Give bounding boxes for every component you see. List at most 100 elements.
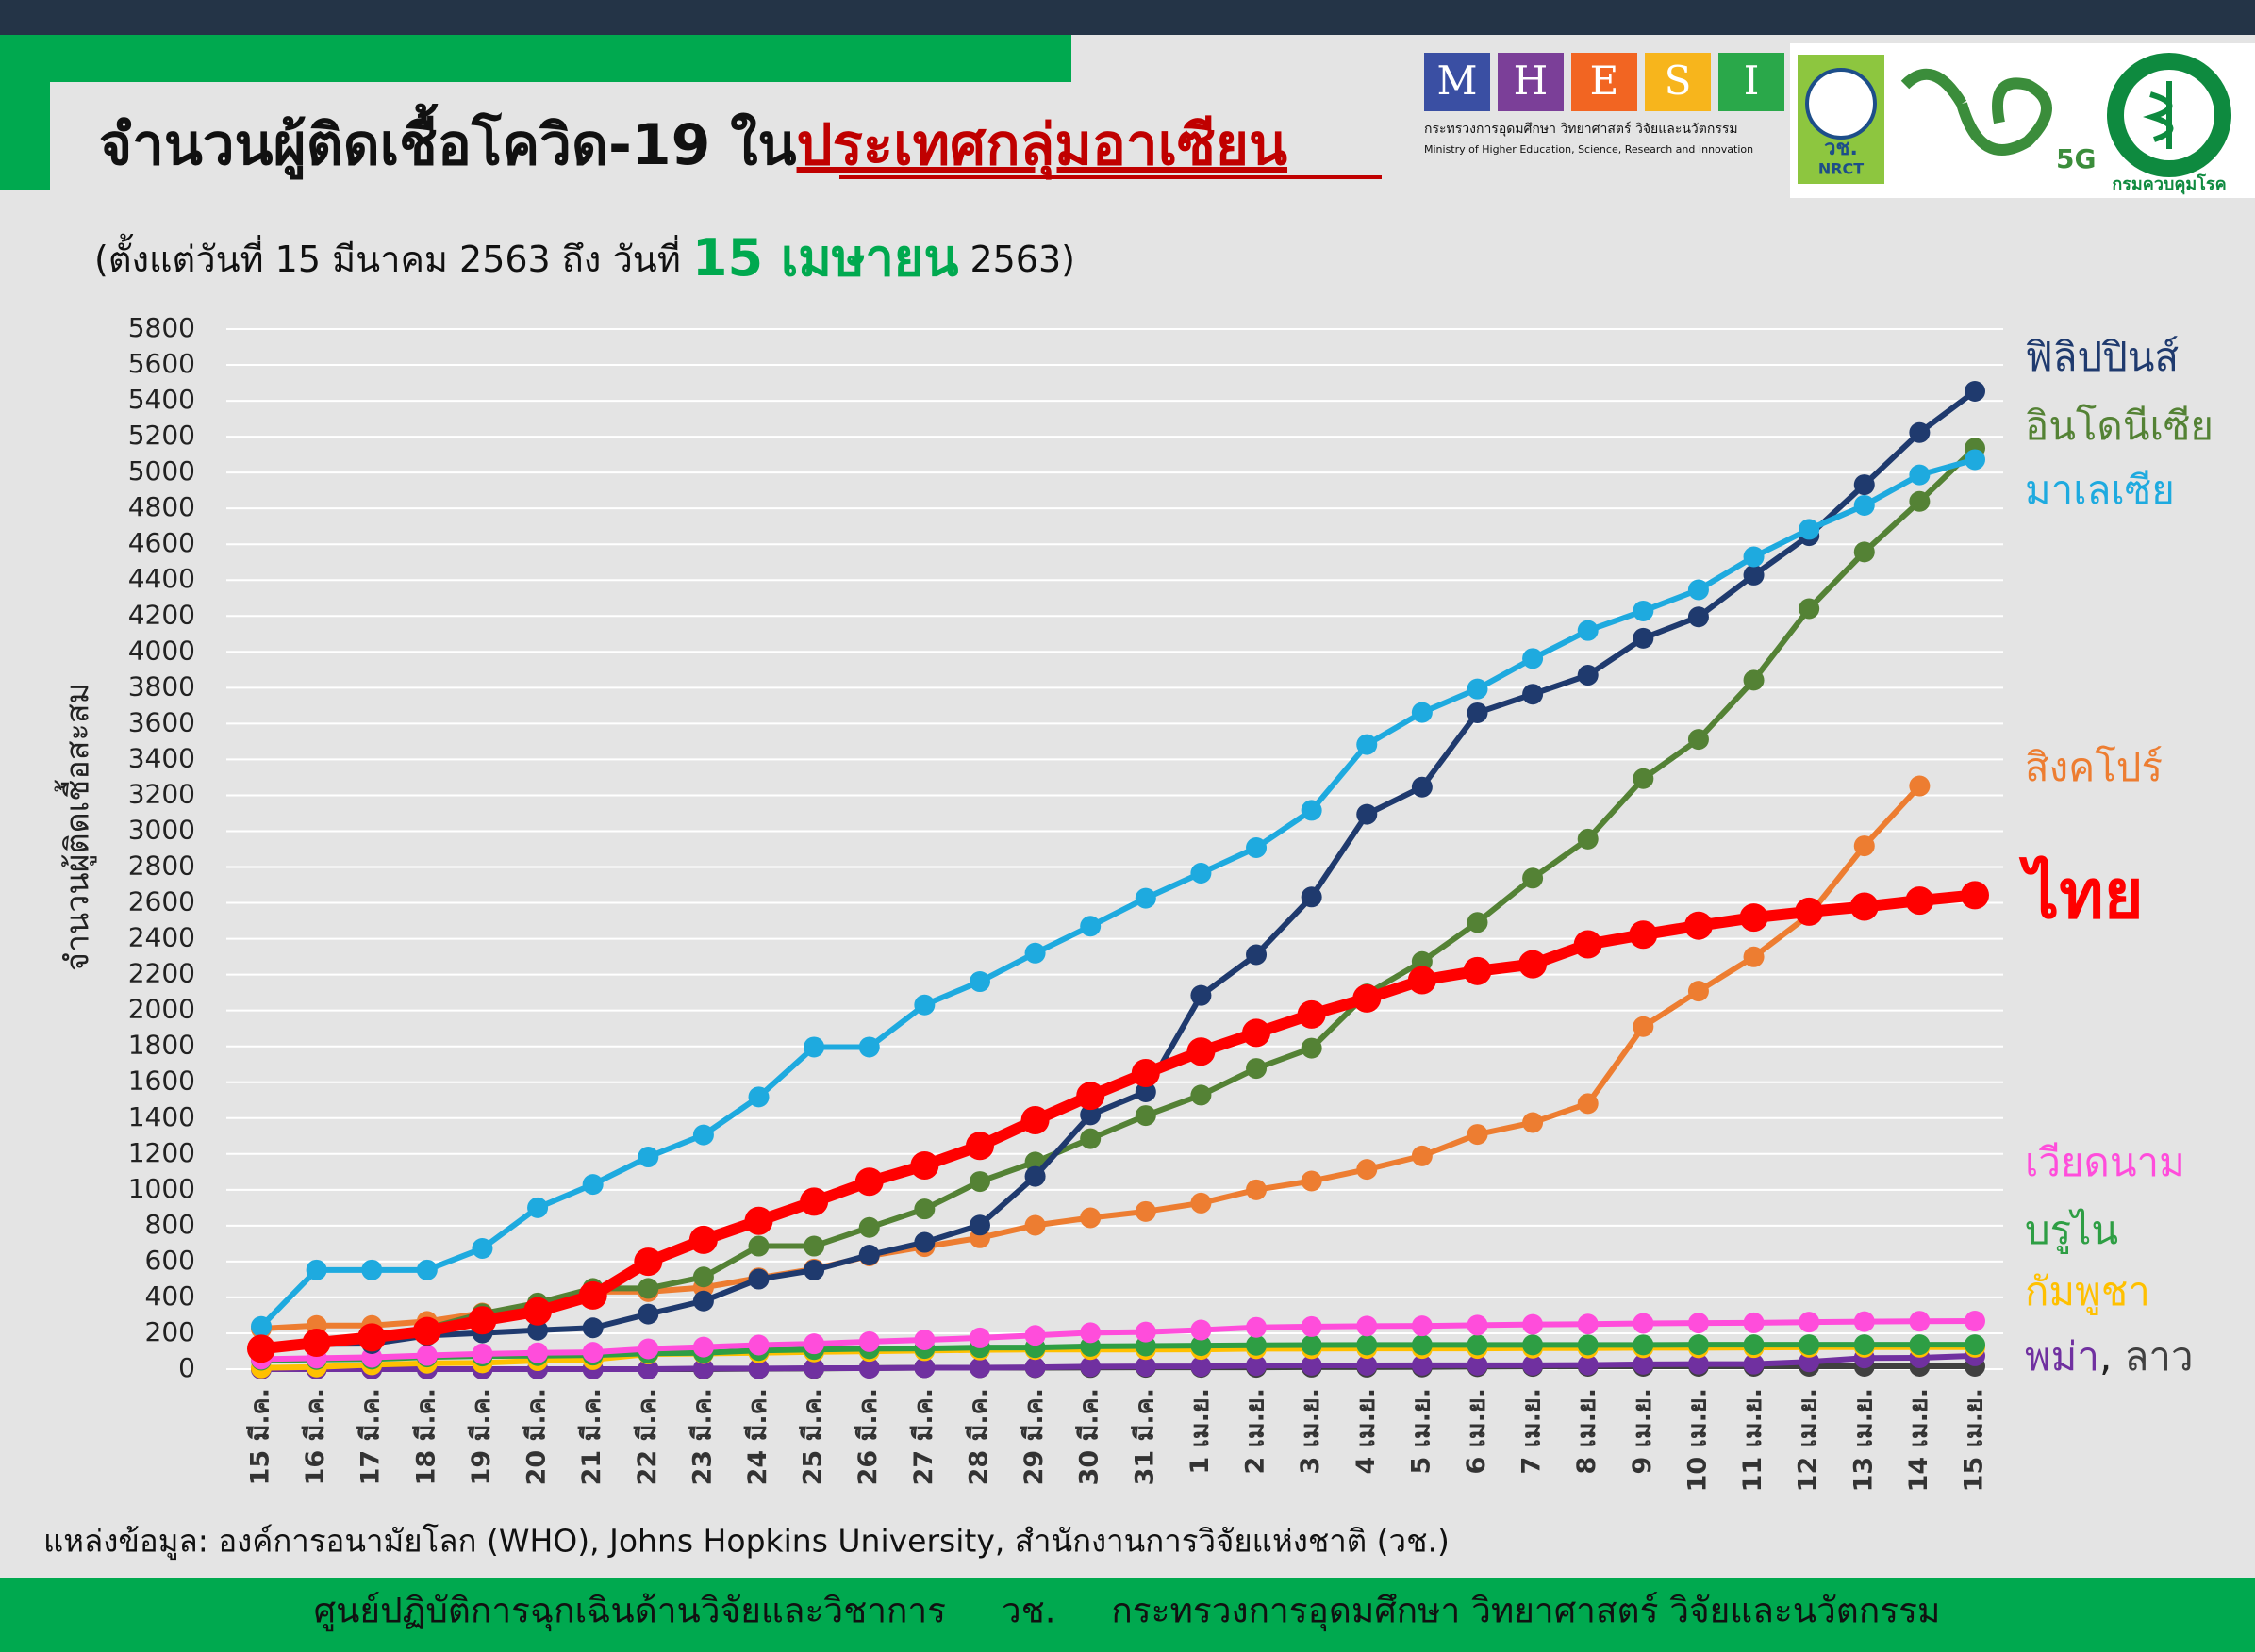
data-point [1687,1313,1709,1334]
data-point [1965,449,1985,471]
y-tick-label: 0 [178,1352,195,1383]
data-point [1467,678,1488,700]
data-point [1522,648,1544,669]
x-tick-label: 8 เม.ย. [1572,1388,1601,1475]
data-point [1356,803,1378,825]
data-point [1411,776,1433,798]
y-tick-label: 4600 [128,527,195,558]
data-point [468,1306,497,1335]
legend-label: ฟิลิปปินส์ [2025,334,2179,380]
legend-name: พม่า [2025,1333,2099,1379]
logo-box [1571,53,1637,111]
footer: ศูนย์ปฏิบัติการฉุกเฉินด้านวิจัยและวิชากา… [314,1591,1941,1632]
data-point [1909,1334,1931,1356]
data-point [1467,1354,1488,1376]
legend-name: ไทย [2018,854,2144,933]
nrct-en: NRCT [1818,160,1864,178]
y-tick-label: 400 [145,1280,195,1312]
legend-label: บรูไน [2025,1207,2118,1254]
y-tick-label: 1200 [128,1137,195,1168]
x-tick-label: 18 มี.ค. [411,1388,440,1485]
data-point [858,1245,880,1266]
data-point [804,1235,825,1257]
x-tick-label: 15 มี.ค. [246,1388,275,1485]
legend-name: อินโดนีเซีย [2025,403,2214,449]
data-point [1411,702,1433,723]
data-point [969,1171,990,1193]
title-main: จำนวนผู้ติดเชื้อโควิด-19 ใน [99,103,797,180]
data-point [302,1329,331,1358]
logo-box [1645,53,1711,111]
data-point [804,1333,825,1355]
data-point [1577,620,1599,641]
data-point [416,1259,438,1280]
y-tick-label: 4000 [128,635,195,666]
x-tick-label: 11 เม.ย. [1738,1388,1767,1492]
y-tick-label: 2600 [128,886,195,917]
logo-letter: E [1590,58,1619,104]
x-tick-label: 4 เม.ย. [1351,1388,1381,1475]
x-tick-label: 24 มี.ค. [743,1388,772,1485]
data-point [1799,598,1820,620]
top-bar [0,0,2255,35]
data-point [1246,1316,1268,1338]
data-point [1633,1334,1654,1356]
data-point [1743,1312,1765,1333]
data-point [969,1357,990,1379]
title: จำนวนผู้ติดเชื้อโควิด-19 ในประเทศกลุ่มอา… [99,103,1287,180]
data-point [1687,606,1709,628]
data-point [1131,1059,1160,1088]
y-tick-label: 4400 [128,563,195,594]
data-point [1080,1104,1102,1126]
data-point [1301,1355,1322,1377]
data-point [744,1206,773,1235]
data-point [1135,1081,1156,1102]
data-point [1577,665,1599,686]
y-tick-label: 2800 [128,851,195,882]
x-tick-label: 3 เม.ย. [1296,1388,1325,1475]
data-point [1633,627,1654,649]
x-tick-label: 27 มี.ค. [909,1388,938,1485]
data-point [527,1197,549,1218]
data-point [416,1345,438,1366]
data-point [1687,579,1709,601]
data-point [688,1225,718,1254]
data-point [1411,1145,1433,1166]
data-point [1853,474,1875,496]
data-point [858,1036,880,1058]
data-point [1301,886,1322,908]
ministry-en: Ministry of Higher Education, Science, R… [1424,143,1753,156]
legend-name: กัมพูชา [2025,1268,2150,1315]
data-point [1411,1315,1433,1337]
data-point [1246,1334,1268,1356]
y-axis-label: จำนวนผู้ติดเชื้อสะสม [55,683,97,971]
legend-name: ฟิลิปปินส์ [2025,334,2179,380]
data-point [1024,1165,1046,1187]
data-point [1352,983,1382,1013]
data-point [1135,1105,1156,1127]
y-tick-label: 1600 [128,1066,195,1097]
data-point [800,1187,829,1216]
x-tick-label: 10 เม.ย. [1683,1388,1712,1492]
data-point [692,1290,714,1312]
data-point [969,971,990,993]
data-point [1577,1093,1599,1115]
x-tick-label: 25 มี.ค. [799,1388,828,1485]
data-point [361,1259,383,1280]
data-point [1795,897,1824,926]
ministry-th: กระทรวงการอุดมศึกษา วิทยาศาสตร์ วิจัยและ… [1424,121,1738,137]
logo-letter: I [1744,58,1760,104]
data-point [1965,1334,1985,1356]
x-tick-label: 21 มี.ค. [577,1388,606,1485]
x-tick-label: 26 มี.ค. [854,1388,883,1485]
data-point [1246,1058,1268,1080]
data-point [1909,1311,1931,1332]
data-point [1799,519,1820,540]
data-point [1961,881,1989,910]
x-tick-label: 15 เม.ย. [1960,1388,1989,1492]
x-tick-label: 28 มี.ค. [964,1388,993,1485]
y-tick-label: 4200 [128,599,195,630]
legend-label: เวียดนาม [2025,1139,2185,1185]
data-point [1135,1356,1156,1378]
data-point [1356,734,1378,755]
